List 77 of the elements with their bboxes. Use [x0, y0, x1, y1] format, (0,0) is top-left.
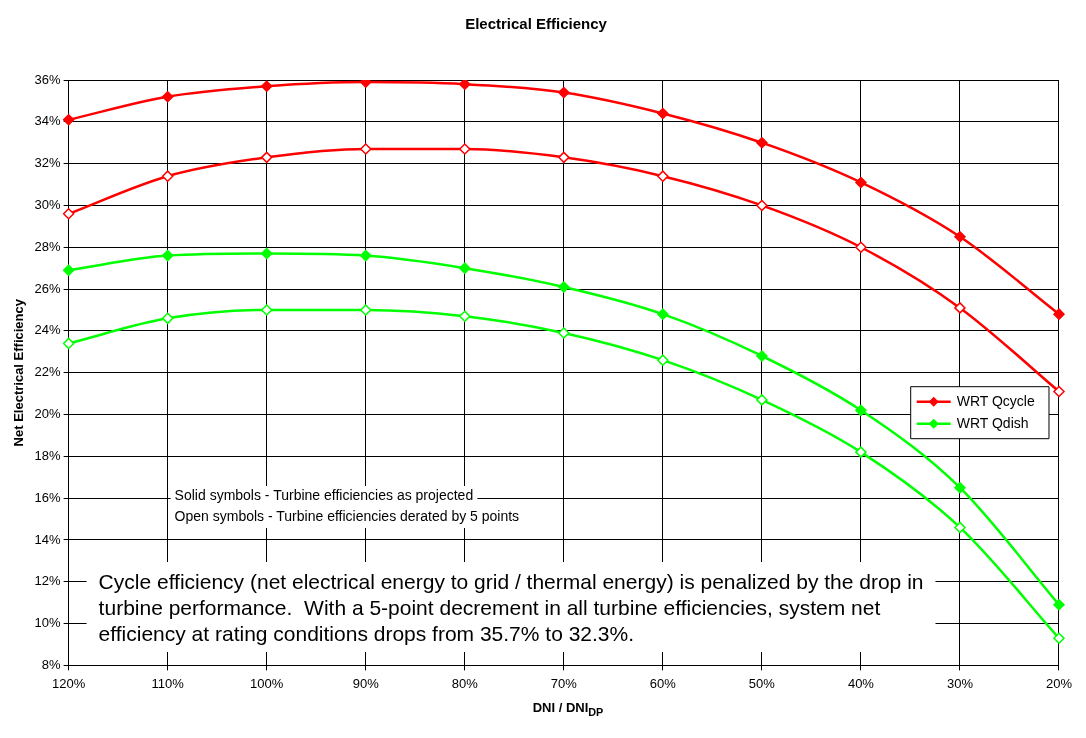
x-tick-label: 110% — [151, 675, 185, 691]
point — [459, 310, 471, 322]
point — [954, 231, 966, 243]
y-tick-label: 26% — [34, 280, 62, 296]
point — [1053, 308, 1065, 320]
y-tick-label: 8% — [41, 656, 62, 672]
y-tick-label: 22% — [34, 364, 62, 380]
point — [954, 521, 966, 534]
y-tick-label: 28% — [34, 238, 62, 254]
point — [1053, 385, 1065, 398]
x-tick-label: 100% — [250, 675, 284, 691]
annotation: Open symbols - Turbine efficiencies derated by 5 points — [174, 507, 520, 524]
point — [359, 143, 372, 155]
legend-label: WRT Qdish — [956, 414, 1029, 431]
x-tick-label: 30% — [946, 675, 974, 691]
point — [260, 151, 273, 164]
y-tick-label: 36% — [34, 71, 62, 87]
y-tick-label: 20% — [34, 406, 62, 422]
x-tick-label: 60% — [649, 675, 677, 691]
point — [459, 262, 471, 274]
x-tick-label: 70% — [550, 675, 578, 691]
point — [558, 281, 570, 293]
y-tick-label: 14% — [34, 531, 62, 547]
point — [756, 350, 768, 362]
point — [459, 143, 471, 155]
point — [359, 249, 372, 262]
point — [954, 302, 966, 314]
x-tick-label: 20% — [1045, 675, 1073, 691]
point — [756, 136, 768, 149]
annotation: Cycle efficiency (net electrical energy to grid / thermal energy) is penalized by the drop in turbine performance. With a 5-point decrement in all turbine efficiencies, system net efficiency at rating conditions drops from 35.7% to 32.3%. — [98, 569, 924, 645]
point — [260, 247, 273, 260]
point — [62, 113, 75, 126]
point — [657, 170, 669, 182]
x-tick-label: 40% — [847, 675, 875, 691]
point — [161, 170, 174, 182]
point — [558, 151, 570, 164]
point — [1053, 599, 1065, 611]
point — [657, 308, 669, 320]
point — [1053, 632, 1065, 644]
point — [260, 304, 273, 316]
point — [756, 394, 768, 406]
point — [62, 337, 75, 350]
point — [558, 327, 570, 339]
x-tick-label: 80% — [451, 675, 479, 691]
point — [855, 446, 867, 458]
point — [161, 90, 174, 103]
point — [855, 404, 867, 417]
x-tick-label: 50% — [748, 675, 776, 691]
point — [161, 312, 174, 325]
point — [558, 86, 570, 99]
y-tick-label: 24% — [34, 322, 62, 338]
annotation: Solid symbols - Turbine efficiencies as projected — [174, 486, 474, 503]
y-tick-label: 10% — [34, 615, 62, 631]
point — [161, 249, 174, 262]
y-tick-label: 34% — [34, 113, 62, 129]
point — [855, 176, 867, 189]
point — [657, 107, 669, 120]
point — [954, 481, 966, 494]
y-tick-label: 30% — [34, 197, 62, 213]
x-tick-label: 120% — [51, 675, 86, 691]
x-tick-label: 90% — [352, 675, 380, 691]
x-axis-title: DNI / DNI$_{DP}$ — [531, 700, 605, 718]
point — [359, 304, 372, 316]
point — [756, 199, 768, 212]
point — [459, 80, 471, 90]
y-tick-label: 32% — [34, 155, 62, 171]
y-tick-label: 18% — [34, 447, 62, 463]
point — [855, 241, 867, 254]
legend-label: WRT Qcycle — [956, 392, 1035, 409]
point — [260, 80, 273, 93]
point — [62, 208, 75, 220]
y-tick-label: 16% — [34, 489, 62, 505]
y-axis-title: Net Electrical Efficiency — [11, 298, 27, 447]
point — [62, 264, 75, 277]
chart-title: Electrical Efficiency — [465, 15, 608, 33]
point — [657, 354, 669, 366]
y-tick-label: 12% — [34, 573, 62, 589]
